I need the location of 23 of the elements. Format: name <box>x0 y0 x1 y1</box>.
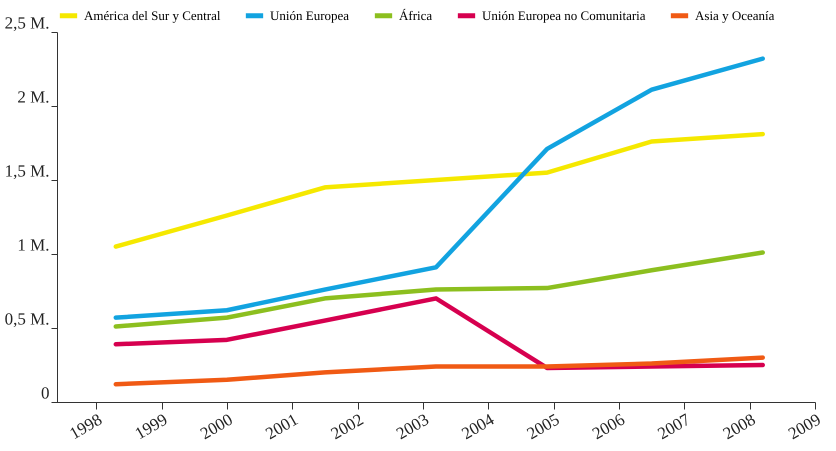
x-tick-label: 2000 <box>196 410 236 444</box>
legend-label: Unión Europea no Comunitaria <box>482 8 646 23</box>
y-tick-label: 2,5 M. <box>4 14 50 32</box>
x-tick-label: 1999 <box>132 410 171 444</box>
x-tick-label: 1998 <box>66 410 106 444</box>
x-tick-label: 2004 <box>458 410 498 444</box>
x-tick-label: 2002 <box>328 410 367 444</box>
x-tick-label: 2001 <box>262 410 302 444</box>
legend-label: África <box>399 8 432 23</box>
legend-label: Asia y Oceanía <box>695 8 775 23</box>
x-tick-label: 2009 <box>785 410 824 444</box>
y-tick-label: 1,5 M. <box>4 162 50 180</box>
y-tick-label: 1 M. <box>17 236 50 254</box>
y-tick-label: 0 <box>41 384 50 402</box>
legend-label: Unión Europea <box>270 8 350 23</box>
x-tick-label: 2003 <box>392 410 432 444</box>
x-tick-label: 2008 <box>720 410 759 444</box>
y-tick-label: 2 M. <box>17 88 50 106</box>
x-tick-label: 2007 <box>654 410 694 444</box>
legend-label: América del Sur y Central <box>84 8 221 23</box>
y-tick-label: 0,5 M. <box>4 310 50 328</box>
x-tick-label: 2006 <box>589 410 628 444</box>
x-tick-label: 2005 <box>524 410 563 444</box>
